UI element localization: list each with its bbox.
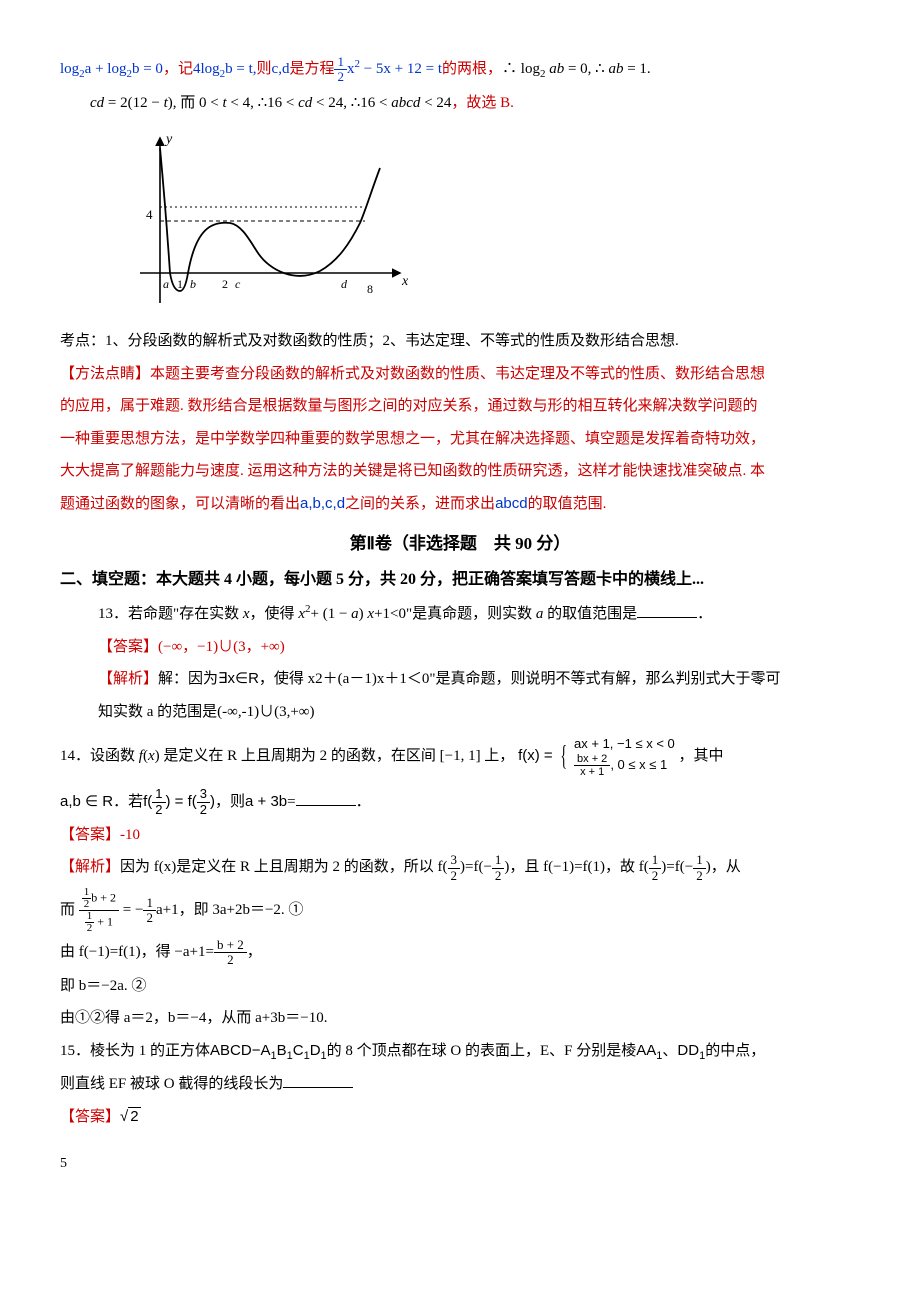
q14-stem-2: a,b ∈ R．若f(12) = f(32)，则a + 3b=． — [60, 787, 860, 817]
q15-stem-2: 则直线 EF 被球 O 截得的线段长为 — [60, 1070, 860, 1099]
solution-line-2: cd = 2(12 − t), 而 0 < t < 4, ∴16 < cd < … — [60, 89, 860, 118]
q14-jiexi-2: 而 12b + 2 12 + 1 = −12a+1，即 3a+2b＝−2. ① — [60, 887, 860, 934]
q14-jiexi-5: 由①②得 a＝2，b＝−4，从而 a+3b＝−10. — [60, 1004, 860, 1033]
q15-stem-1: 15．棱长为 1 的正方体ABCD−A1B1C1D1的 8 个顶点都在球 O 的… — [60, 1037, 860, 1067]
page-number: 5 — [60, 1151, 860, 1178]
svg-text:2: 2 — [222, 277, 228, 291]
q13-jiexi-1: 【解析】解：因为∃x∈R，使得 x2＋(a－1)x＋1＜0"是真命题，则说明不等… — [60, 665, 860, 694]
function-graph: y x 4 a 1 b 2 c d 8 — [110, 123, 420, 323]
method-1: 【方法点睛】本题主要考查分段函数的解析式及对数函数的性质、韦达定理及不等式的性质… — [60, 360, 860, 389]
method-3: 一种重要思想方法，是中学数学四种重要的数学思想之一，尤其在解决选择题、填空题是发… — [60, 425, 860, 454]
q13-stem: 13．若命题"存在实数 x，使得 x2+ (1 − a) x+1<0"是真命题，… — [60, 599, 860, 629]
q14-jiexi-3: 由 f(−1)=f(1)，得 −a+1=b + 22， — [60, 938, 860, 968]
x-label: x — [401, 274, 409, 289]
method-2: 的应用，属于难题. 数形结合是根据数量与图形之间的对应关系，通过数与形的相互转化… — [60, 392, 860, 421]
section-2-head: 二、填空题：本大题共 4 小题，每小题 5 分，共 20 分，把正确答案填写答题… — [60, 565, 860, 595]
q14-jiexi-1: 【解析】因为 f(x)是定义在 R 上且周期为 2 的函数，所以 f(32)=f… — [60, 853, 860, 883]
q14-answer: 【答案】-10 — [60, 821, 860, 850]
svg-text:1: 1 — [177, 277, 183, 291]
svg-text:d: d — [341, 277, 348, 291]
svg-text:c: c — [235, 277, 241, 291]
y-label: y — [164, 132, 173, 147]
q13-answer: 【答案】(−∞，−1)∪(3，+∞) — [60, 633, 860, 662]
q13-jiexi-2: 知实数 a 的范围是(-∞,-1)∪(3,+∞) — [60, 698, 860, 727]
svg-text:8: 8 — [367, 282, 373, 296]
q15-answer: 【答案】√2 — [60, 1103, 860, 1132]
method-4: 大大提高了解题能力与速度. 运用这种方法的关键是将已知函数的性质研究透，这样才能… — [60, 457, 860, 486]
part2-title: 第Ⅱ卷（非选择题 共 90 分） — [60, 528, 860, 560]
tick-4: 4 — [146, 207, 153, 222]
solution-line-1: log2a + log2b = 0，记4log2b = t,则c,d是方程12x… — [60, 54, 860, 85]
q14-stem: 14．设函数 f(x) 是定义在 R 上且周期为 2 的函数，在区间 [−1, … — [60, 730, 860, 783]
q14-jiexi-4: 即 b＝−2a. ② — [60, 972, 860, 1001]
svg-text:a: a — [163, 277, 169, 291]
kaodian: 考点：1、分段函数的解析式及对数函数的性质；2、韦达定理、不等式的性质及数形结合… — [60, 327, 860, 356]
svg-text:b: b — [190, 277, 196, 291]
method-5: 题通过函数的图象，可以清晰的看出a,b,c,d之间的关系，进而求出abcd的取值… — [60, 490, 860, 519]
